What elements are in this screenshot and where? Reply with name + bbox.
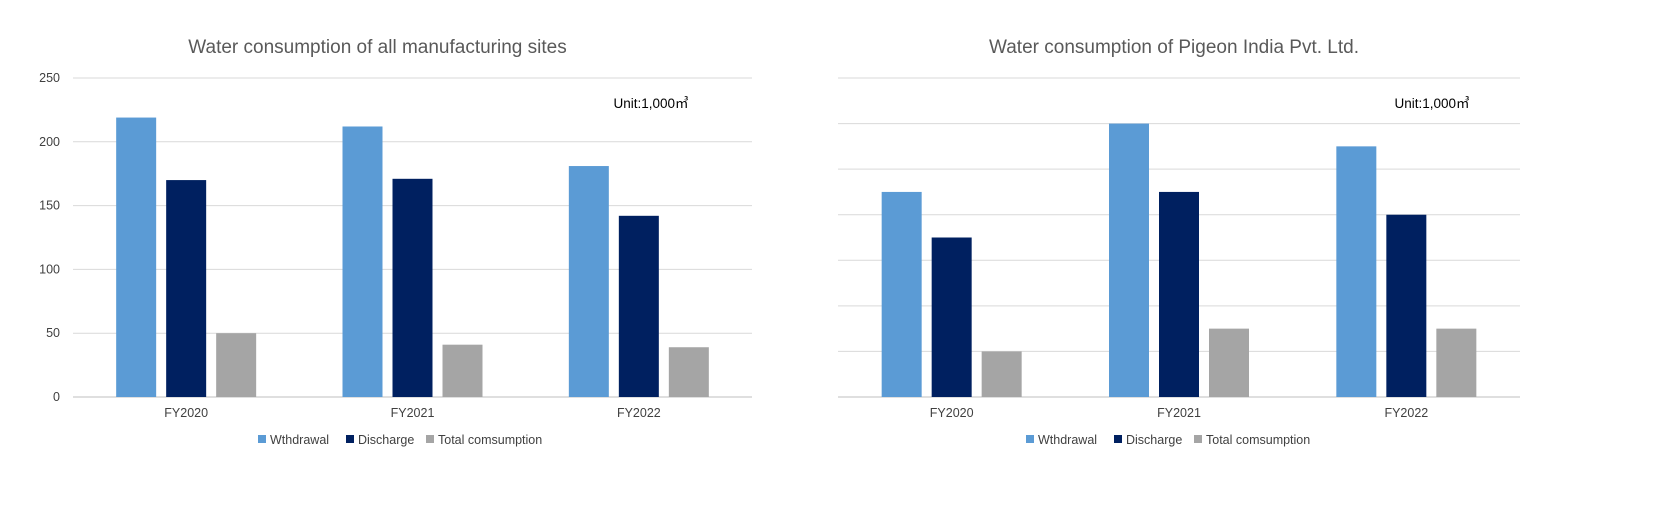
bar-discharge-fy2022 [1386, 214, 1427, 397]
legend-label: Total comsumption [1206, 433, 1310, 447]
legend-swatch [1114, 435, 1122, 443]
x-tick-label: FY2022 [1384, 406, 1428, 420]
x-tick-label: FY2021 [1157, 406, 1201, 420]
x-tick-label: FY2022 [617, 406, 661, 420]
chart-title: Water consumption of all manufacturing s… [188, 37, 566, 58]
chart-panel-pigeon-india: Water consumption of Pigeon India Pvt. L… [838, 0, 1676, 520]
y-tick-label: 0 [53, 390, 60, 404]
unit-label: Unit:1,000㎥ [613, 96, 688, 111]
y-tick-label: 150 [39, 199, 60, 213]
x-tick-label: FY2020 [930, 406, 974, 420]
bar-wthdrawal-fy2021 [1109, 123, 1149, 398]
bar-total-comsumption-fy2022 [668, 347, 709, 397]
chart-svg-pigeon-india: Water consumption of Pigeon India Pvt. L… [838, 37, 1520, 447]
legend-label: Wthdrawal [270, 433, 329, 447]
bar-discharge-fy2020 [166, 180, 207, 397]
bar-wthdrawal-fy2021 [342, 126, 383, 397]
legend-swatch [346, 435, 354, 443]
bar-wthdrawal-fy2022 [1336, 146, 1377, 397]
legend-label: Wthdrawal [1038, 433, 1097, 447]
chart-title: Water consumption of Pigeon India Pvt. L… [989, 37, 1359, 58]
bar-discharge-fy2022 [618, 215, 659, 397]
bar-discharge-fy2021 [392, 178, 433, 397]
legend-label: Discharge [358, 433, 414, 447]
legend-swatch [1194, 435, 1202, 443]
legend-swatch [258, 435, 266, 443]
bar-total-comsumption-fy2020 [981, 351, 1022, 397]
chart-panel-all-sites: Water consumption of all manufacturing s… [39, 37, 752, 447]
x-tick-label: FY2020 [164, 406, 208, 420]
legend-swatch [1026, 435, 1034, 443]
bar-discharge-fy2020 [931, 237, 972, 397]
bar-total-comsumption-fy2021 [442, 344, 483, 397]
legend-label: Total comsumption [438, 433, 542, 447]
bar-wthdrawal-fy2020 [881, 191, 922, 397]
bar-total-comsumption-fy2021 [1209, 328, 1249, 397]
bar-discharge-fy2021 [1159, 191, 1199, 397]
x-tick-label: FY2021 [391, 406, 435, 420]
y-tick-label: 50 [46, 326, 60, 340]
chart-svg-all-sites: Water consumption of all manufacturing s… [39, 37, 752, 447]
legend-label: Discharge [1126, 433, 1182, 447]
bar-total-comsumption-fy2022 [1436, 328, 1477, 397]
legend-swatch [426, 435, 434, 443]
bar-total-comsumption-fy2020 [216, 333, 257, 397]
bar-wthdrawal-fy2022 [568, 166, 609, 397]
y-tick-label: 250 [39, 71, 60, 85]
y-tick-label: 200 [39, 135, 60, 149]
unit-label: Unit:1,000㎥ [1394, 96, 1469, 111]
bar-wthdrawal-fy2020 [116, 117, 157, 397]
y-tick-label: 100 [39, 262, 60, 276]
